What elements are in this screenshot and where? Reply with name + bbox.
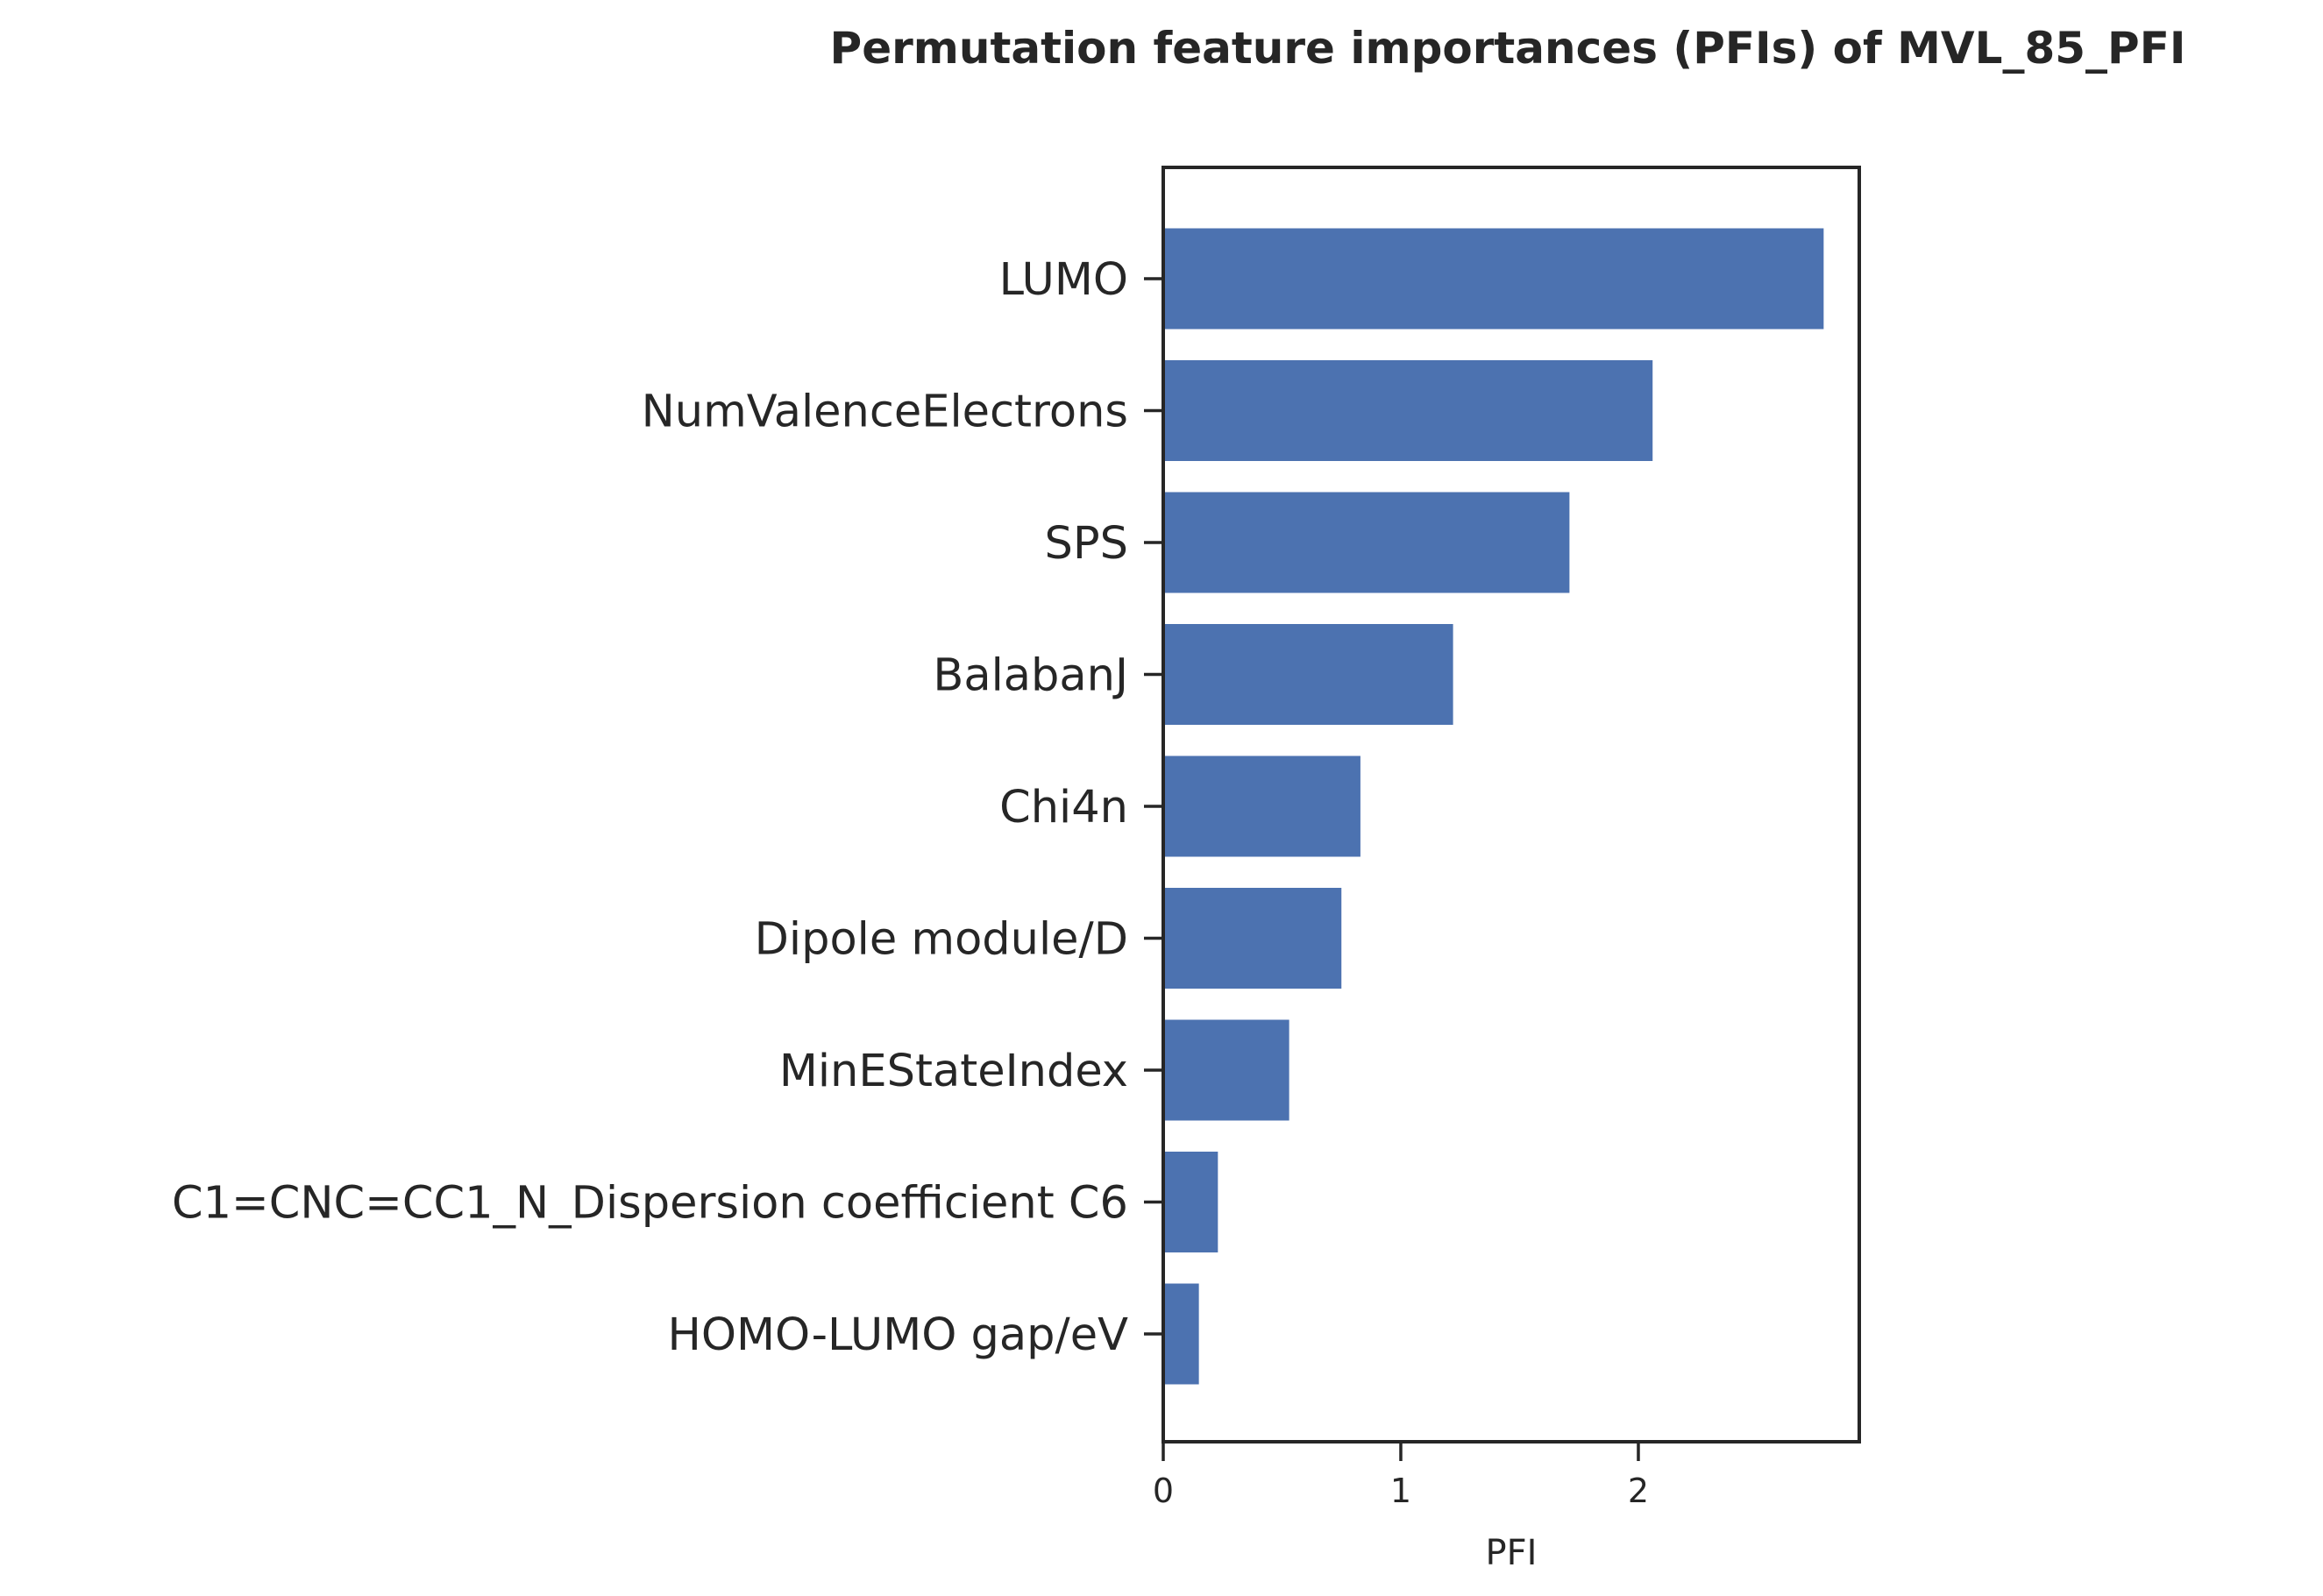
bar-chi4n: [1163, 755, 1360, 857]
bar-minestateindex: [1163, 1019, 1289, 1121]
category-label-chi4n: Chi4n: [999, 782, 1128, 833]
bar-homo-lumo-gap-ev: [1163, 1283, 1199, 1385]
category-label-balabanj: BalabanJ: [933, 650, 1128, 702]
x-tick-label: 1: [1390, 1472, 1411, 1510]
bar-balabanj: [1163, 624, 1453, 725]
bar-numvalenceelectrons: [1163, 360, 1653, 461]
x-axis-label: PFI: [1486, 1533, 1538, 1573]
y-tick-labels: LUMO NumValenceElectrons SPS BalabanJ Chi4n D…: [172, 254, 1163, 1361]
bar-c1-cnc-cc1-n-dispersion-coefficient-c6: [1163, 1152, 1218, 1252]
x-tick-label: 0: [1153, 1472, 1174, 1510]
x-tick-label: 2: [1628, 1472, 1649, 1510]
x-ticks: 0 1 2: [1153, 1442, 1649, 1510]
bar-dipole-module-d: [1163, 888, 1342, 989]
plot-frame: [1162, 166, 1861, 1443]
category-label-lumo: LUMO: [999, 254, 1128, 306]
bar-lumo: [1163, 228, 1824, 330]
category-label-dipole-module-d: Dipole module/D: [755, 914, 1128, 966]
bars: [1163, 228, 1824, 1385]
category-label-numvalenceelectrons: NumValenceElectrons: [642, 387, 1128, 438]
chart-title: Permutation feature importances (PFIs) o…: [830, 23, 2186, 74]
category-label-sps: SPS: [1044, 518, 1128, 570]
category-label-c1-cnc-cc1-n-dispersion-coefficient-c6: C1=CNC=CC1_N_Dispersion coefficient C6: [172, 1178, 1128, 1230]
category-label-minestateindex: MinEStateIndex: [779, 1046, 1128, 1097]
bar-sps: [1163, 492, 1570, 593]
category-label-homo-lumo-gap-ev: HOMO-LUMO gap/eV: [668, 1309, 1129, 1361]
